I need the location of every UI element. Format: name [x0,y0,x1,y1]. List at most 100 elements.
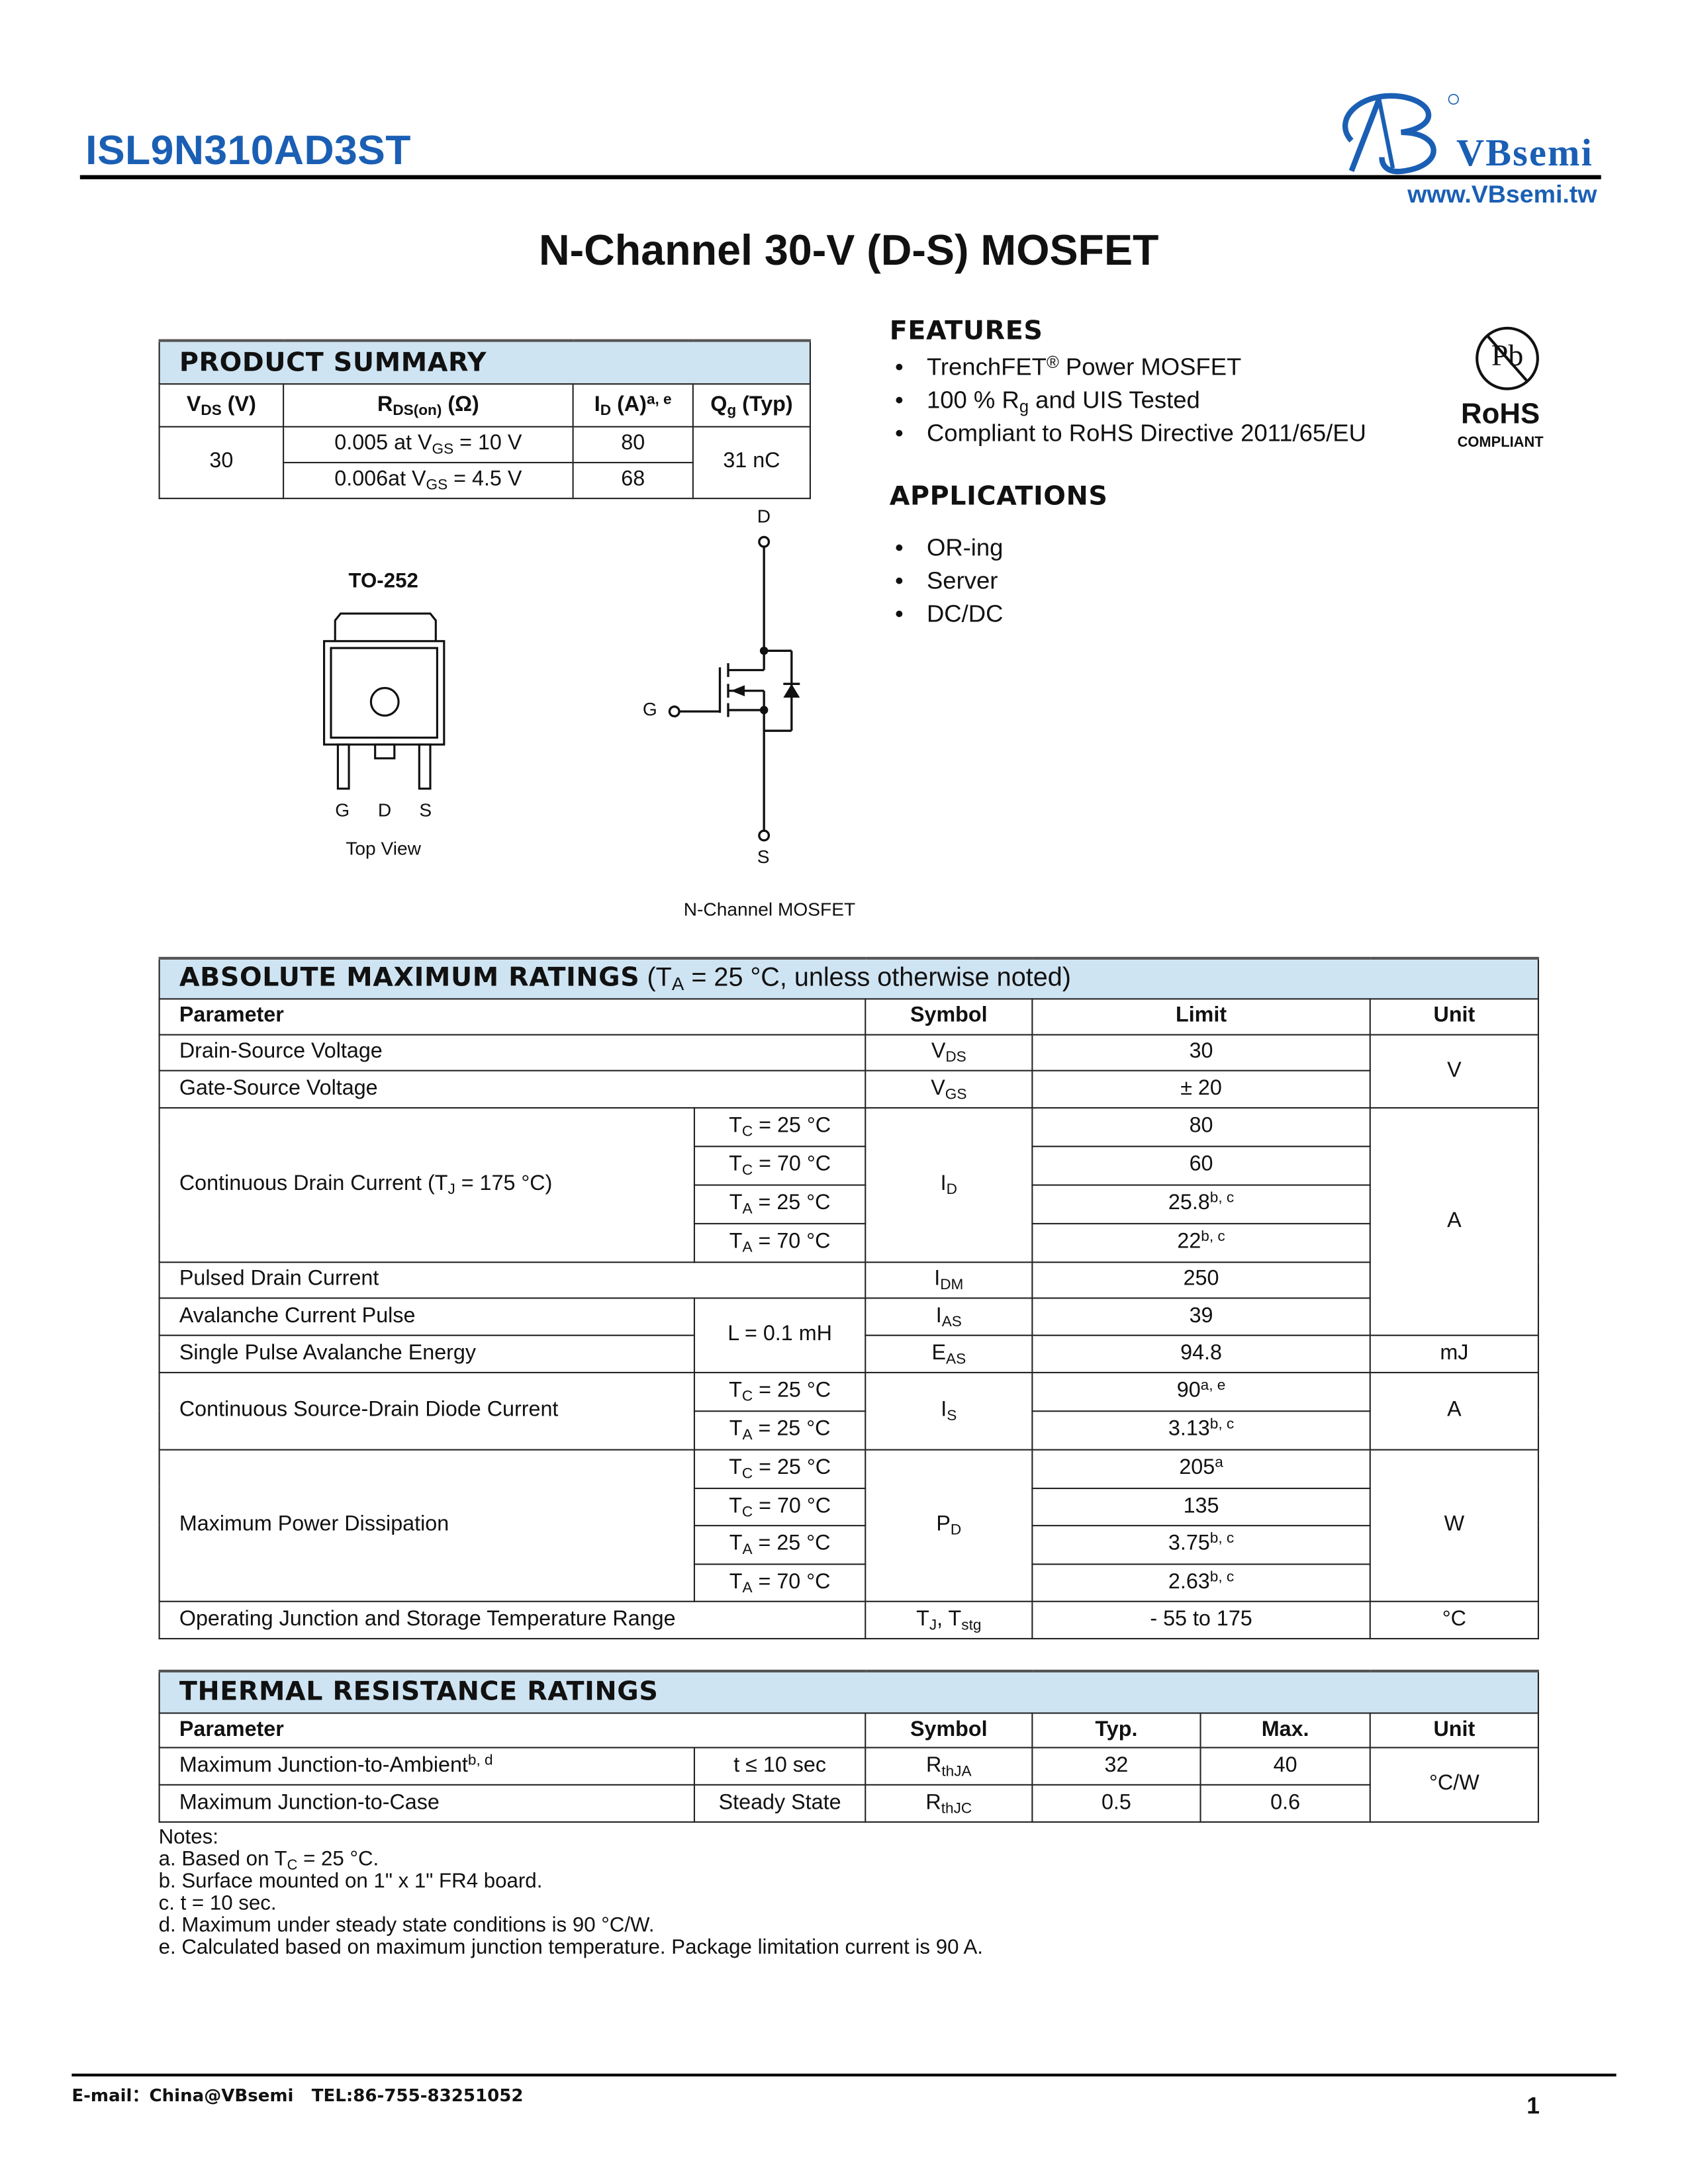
text-sub: GS [945,1085,967,1103]
symbol-cell: RthJA [865,1746,1033,1785]
product-summary-title: PRODUCT SUMMARY [158,339,812,385]
header-rds: RDS(on) (Ω) [283,383,574,427]
header-rule [79,175,1601,179]
text-run: 80 [1189,1114,1213,1138]
text-run: 2.63 [1168,1569,1210,1594]
limit-cell: 3.13b, c [1031,1410,1371,1450]
text-sub: GS [426,477,448,494]
text-run: 3.75 [1168,1531,1210,1555]
text-run: = 25 °C [753,1379,831,1402]
note-item: d. Maximum under steady state conditions… [159,1915,983,1937]
gate-label: G [642,699,657,720]
header-id: ID (A)a, e [572,383,694,427]
pin-label-d: D [377,799,392,821]
limit-cell: 80 [1031,1106,1371,1147]
header-vds: VDS (V) [158,383,285,427]
feature-text: Compliant to RoHS Directive 2011/65/EU [927,419,1366,447]
text-sub: C [741,1123,753,1140]
col-max: Max. [1199,1711,1371,1748]
bullet-icon: • [895,419,904,447]
features-list: • TrenchFET® Power MOSFET • 100 % Rg and U… [890,353,1366,452]
header-qg: Qg (Typ) [692,383,812,427]
text-run: (Ω) [442,392,479,416]
text-run: I [941,1398,947,1422]
footer-rule [71,2073,1617,2077]
text-run: = 70 °C [753,1152,831,1177]
text-run: = 25 °C, unless otherwise noted) [684,964,1071,993]
table-row: Operating Junction and Storage Temperatu… [158,1600,1540,1639]
symbol-cell: PD [865,1448,1033,1602]
text-sub: AS [941,1313,962,1330]
bullet-icon: • [895,533,904,561]
text-run: b. Surface mounted on 1" x 1" FR4 board. [158,1869,543,1893]
text-sub: A [742,1541,753,1559]
qg-value: 31 nC [692,425,812,499]
text-sub: g [727,402,737,419]
symbol-cell: IDM [865,1261,1033,1298]
text-run: Maximum Junction-to-Ambient [179,1752,468,1777]
text-run: 0.006at V [334,467,426,491]
thermal-title: THERMAL RESISTANCE RATINGS [158,1669,1539,1713]
text-sub: thJC [941,1799,972,1817]
table-row: Continuous Source-Drain Diode Current TC… [158,1371,1540,1450]
table-row: TA = 70 °C 2.63b, c [160,1563,1538,1602]
text-sub: stg [961,1616,982,1633]
text-run: = 70 °C [753,1494,831,1518]
package-name: TO-252 [348,569,418,593]
text-run: R [377,392,393,416]
text-sub: C [741,1503,753,1520]
col-symbol: Symbol [865,997,1033,1035]
text-run: (A) [611,392,647,416]
symbol-cell: TJ, Tstg [865,1600,1033,1639]
text-sub: C [741,1388,753,1405]
unit-cell: A [1369,1371,1540,1450]
feature-item: • TrenchFET® Power MOSFET [890,353,1366,386]
text-sub: DS(on) [393,402,442,419]
text-sub: C [741,1162,753,1179]
note-item: a. Based on TC = 25 °C. [159,1848,983,1873]
cond-cell: TC = 25 °C [693,1448,867,1488]
symbol-cell: IS [865,1371,1033,1450]
unit-cell: mJ [1369,1334,1540,1373]
text-sub: thJA [941,1762,972,1780]
limit-cell: 25.8b, c [1031,1183,1371,1224]
application-text: OR-ing [926,533,1004,561]
text-run: = 175 °C) [455,1171,553,1196]
text-sup: ® [1046,353,1059,373]
text-run: T [729,1230,743,1253]
table-row: Drain-Source Voltage VDS 30 V [158,1033,1540,1108]
symbol-cell: ID [865,1106,1033,1263]
text-run: I [934,1267,941,1291]
text-run: , T [937,1607,962,1631]
unit-cell: °C [1369,1600,1540,1639]
abs-max-title: ABSOLUTE MAXIMUM RATINGS [179,962,640,993]
thermal-resistance-table: THERMAL RESISTANCE RATINGS Parameter Sym… [158,1669,1539,1823]
table-row: Maximum Junction-to-Ambientb, d t ≤ 10 s… [158,1746,1539,1823]
typ-cell: 32 [1031,1746,1201,1785]
website-link[interactable]: www.VBsemi.tw [1407,180,1597,208]
application-text: DC/DC [926,600,1004,627]
text-run: V [931,1039,946,1064]
max-cell: 0.6 [1199,1783,1371,1823]
text-run: T [729,1191,743,1215]
text-run: T [916,1607,929,1631]
cond-cell: TC = 70 °C [693,1145,867,1185]
text-run: 3.13 [1168,1417,1210,1441]
feature-item: • Compliant to RoHS Directive 2011/65/EU [890,419,1366,452]
table-row: Single Pulse Avalanche Energy EAS 94.8 m… [158,1334,1540,1373]
note-item: e. Calculated based on maximum junction … [159,1936,983,1959]
text-sup: b, c [1209,1530,1235,1547]
text-sup: a, e [646,390,672,408]
col-parameter: Parameter [158,1711,867,1748]
text-run: Power MOSFET [1058,353,1242,381]
cond-cell: TA = 25 °C [693,1410,867,1450]
rohs-compliant-label: COMPLIANT [1457,434,1544,451]
cond-cell: TC = 25 °C [693,1371,867,1412]
document-title: N-Channel 30-V (D-S) MOSFET [539,226,1159,275]
text-run: (T [639,964,672,993]
text-sub: J [929,1616,937,1633]
param-cell: Drain-Source Voltage [158,1033,867,1071]
param-cell: Maximum Junction-to-Ambientb, d [158,1746,695,1785]
features-title: FEATURES [889,316,1043,346]
